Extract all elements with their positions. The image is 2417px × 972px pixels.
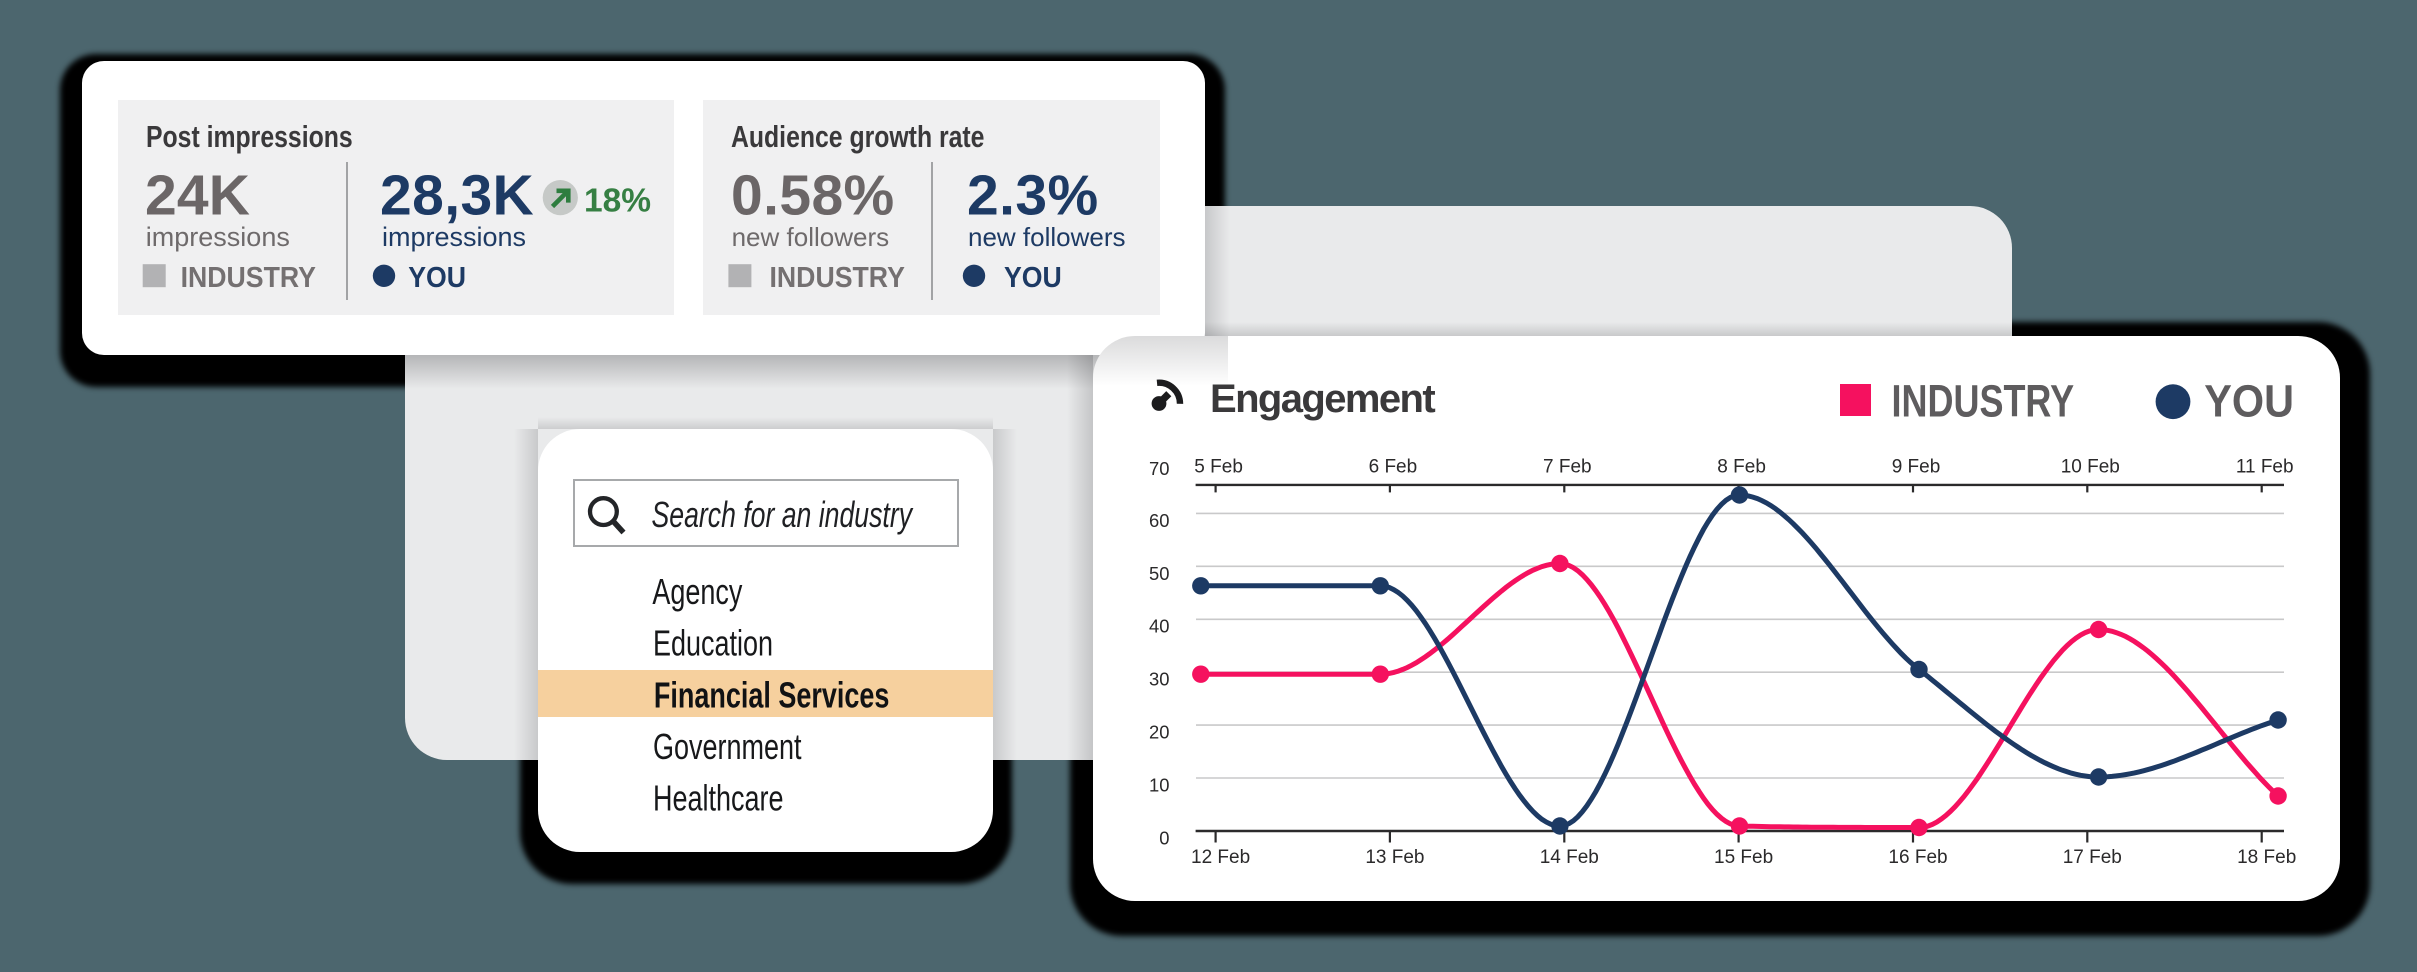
svg-text:13 Feb: 13 Feb [1365,847,1424,868]
svg-text:Education: Education [653,623,773,664]
svg-text:70: 70 [1149,458,1169,479]
svg-text:new followers: new followers [968,222,1126,252]
svg-text:7 Feb: 7 Feb [1543,457,1592,478]
svg-text:28,3K: 28,3K [380,164,534,228]
svg-text:10 Feb: 10 Feb [2061,457,2120,478]
svg-text:Search for an industry: Search for an industry [652,494,914,535]
svg-text:5 Feb: 5 Feb [1194,457,1243,478]
svg-text:0: 0 [1159,828,1169,849]
svg-text:new followers: new followers [732,222,890,252]
svg-text:17 Feb: 17 Feb [2063,847,2122,868]
svg-text:impressions: impressions [382,222,526,252]
svg-text:20: 20 [1149,722,1169,743]
svg-text:Government: Government [653,726,802,767]
svg-text:18 Feb: 18 Feb [2237,847,2296,868]
svg-text:YOU: YOU [408,261,466,293]
svg-text:INDUSTRY: INDUSTRY [770,261,906,293]
svg-text:impressions: impressions [146,222,290,252]
svg-text:Post impressions: Post impressions [146,119,353,153]
svg-text:60: 60 [1149,510,1169,531]
svg-text:Healthcare: Healthcare [653,778,783,819]
svg-text:24K: 24K [145,164,250,228]
svg-text:INDUSTRY: INDUSTRY [181,261,317,293]
svg-text:8 Feb: 8 Feb [1717,457,1766,478]
svg-text:18%: 18% [584,183,651,220]
svg-text:12 Feb: 12 Feb [1191,847,1250,868]
svg-text:14 Feb: 14 Feb [1540,847,1599,868]
svg-text:50: 50 [1149,563,1169,584]
svg-text:10: 10 [1149,775,1169,796]
svg-text:2.3%: 2.3% [967,164,1099,228]
svg-text:0.58%: 0.58% [731,164,895,228]
svg-text:Agency: Agency [652,571,742,612]
svg-text:9 Feb: 9 Feb [1892,457,1941,478]
svg-text:INDUSTRY: INDUSTRY [1892,376,2075,427]
svg-text:16 Feb: 16 Feb [1888,847,1947,868]
svg-text:Audience growth rate: Audience growth rate [731,119,984,153]
svg-text:YOU: YOU [2204,377,2294,427]
svg-text:Engagement: Engagement [1210,377,1435,421]
svg-text:30: 30 [1149,669,1169,690]
svg-text:Financial Services: Financial Services [654,674,889,715]
svg-text:YOU: YOU [1004,261,1062,293]
svg-text:40: 40 [1149,616,1169,637]
svg-text:15 Feb: 15 Feb [1714,847,1773,868]
svg-text:11 Feb: 11 Feb [2236,457,2294,478]
svg-text:6 Feb: 6 Feb [1369,457,1418,478]
